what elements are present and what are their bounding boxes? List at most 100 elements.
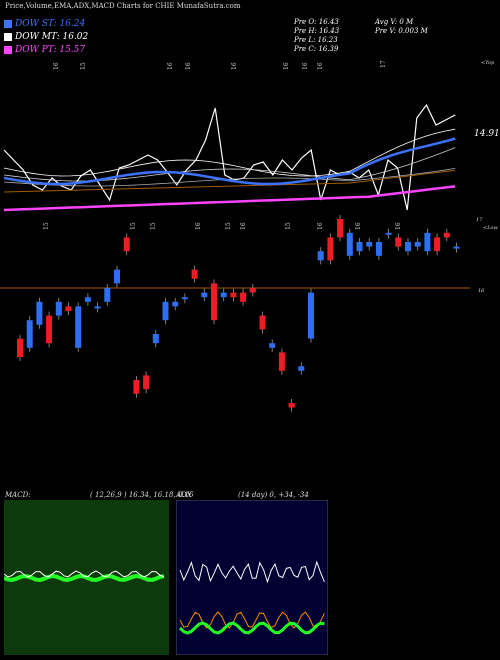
date-tick: 16 xyxy=(395,222,402,230)
candle xyxy=(298,362,305,375)
candle xyxy=(162,297,169,325)
legend-dow-pt: DOW PT: 15.57 xyxy=(4,44,85,56)
candle xyxy=(17,334,23,361)
candle-body xyxy=(346,232,353,256)
top-label: <Top xyxy=(481,60,495,66)
candle-body xyxy=(84,297,91,302)
legend-dow-mt: DOW MT: 16.02 xyxy=(4,31,88,43)
date-tick: 16 xyxy=(317,62,324,70)
candle xyxy=(375,238,382,260)
candle-body xyxy=(317,251,324,261)
candle xyxy=(104,284,111,306)
legend-dow-st: DOW ST: 16.24 xyxy=(4,18,85,30)
date-tick: 16 xyxy=(231,62,238,70)
candle-body xyxy=(143,375,150,390)
candle xyxy=(123,233,130,256)
candle-body xyxy=(356,242,363,252)
info-avg-volume: Avg V: 0 M xyxy=(375,18,414,26)
candle-body xyxy=(94,306,101,309)
date-tick: 16 xyxy=(317,222,324,230)
candle xyxy=(395,233,402,251)
candle-body xyxy=(308,292,314,339)
date-tick: 16 xyxy=(185,62,192,70)
candle-body xyxy=(405,242,411,252)
candle-body xyxy=(123,237,130,252)
candle xyxy=(172,297,179,311)
candle xyxy=(84,293,91,306)
candlesticks xyxy=(17,215,460,412)
date-tick: 16 xyxy=(355,222,362,230)
candle xyxy=(152,330,159,348)
candle-body xyxy=(278,352,285,371)
date-tick: 16 xyxy=(53,62,60,70)
info-prev-high: Pre H: 16.43 xyxy=(294,27,340,35)
macd-name: MACD: xyxy=(5,491,31,499)
adx-name: ADX xyxy=(176,491,192,499)
candle-body xyxy=(211,283,217,321)
date-tick: 16 xyxy=(195,222,202,230)
candle xyxy=(385,228,392,239)
candle-body xyxy=(65,306,72,311)
candle-body xyxy=(152,334,159,344)
candle-body xyxy=(414,242,421,247)
candle-body xyxy=(288,403,295,408)
candle xyxy=(181,293,188,304)
date-tick: 15 xyxy=(285,222,292,230)
candle-body xyxy=(327,237,334,261)
adx-panel xyxy=(176,500,328,655)
date-tick: 15 xyxy=(80,62,87,70)
candle-body xyxy=(298,366,305,371)
candle-body xyxy=(114,269,120,284)
legend-swatch-pt xyxy=(4,46,12,54)
adx-values: (14 day) 0, +34, -34 xyxy=(238,491,309,499)
candle-body xyxy=(75,306,82,348)
candle-body xyxy=(240,292,247,302)
candle xyxy=(201,288,208,302)
macd-panel xyxy=(4,500,169,655)
ema-mid3-line xyxy=(3,168,456,187)
ema-brown-line xyxy=(3,169,456,193)
ema-mid-line xyxy=(3,128,456,177)
date-tick: 15 xyxy=(150,222,157,230)
macd-lines xyxy=(4,570,165,582)
candle xyxy=(346,228,353,260)
candle-body xyxy=(385,232,392,235)
candle xyxy=(453,242,460,253)
chart-title: Price,Volume,EMA,ADX,MACD Charts for CHI… xyxy=(5,2,241,10)
date-tick: 16 xyxy=(302,62,309,70)
candle xyxy=(337,215,344,242)
candle-body xyxy=(36,301,43,325)
candle-body xyxy=(424,232,431,252)
legend-swatch-mt xyxy=(4,33,12,41)
candle xyxy=(133,376,140,398)
candle-body xyxy=(191,269,198,279)
ema-long-line xyxy=(3,185,456,212)
low-label: <Low xyxy=(483,225,499,231)
candle-body xyxy=(230,292,237,298)
candle xyxy=(55,297,62,320)
legend-label-mt: DOW MT: 16.02 xyxy=(15,32,89,42)
date-tick: 15 xyxy=(225,222,232,230)
candle xyxy=(424,228,431,256)
candle xyxy=(220,288,227,302)
candle xyxy=(114,265,120,288)
candle-body xyxy=(104,288,111,302)
candle xyxy=(356,238,363,256)
candle xyxy=(259,311,266,334)
date-tick: 15 xyxy=(130,222,137,230)
macd-values: ( 12,26,9 ) 16.34, 16.18, 0.16 xyxy=(90,491,194,499)
info-prev-close: Pre C: 16.39 xyxy=(294,45,339,53)
candle xyxy=(75,302,82,352)
adx-line xyxy=(178,621,325,635)
date-tick: 16 xyxy=(240,222,247,230)
candle xyxy=(288,399,295,412)
candle-body xyxy=(181,297,188,300)
candle xyxy=(278,348,285,375)
date-tick: 16 xyxy=(167,62,174,70)
candle-body xyxy=(201,292,208,298)
candle xyxy=(327,233,334,265)
candle-body xyxy=(17,338,23,357)
candle-body xyxy=(249,288,256,293)
candle xyxy=(405,238,411,256)
ema-lines xyxy=(3,103,456,212)
